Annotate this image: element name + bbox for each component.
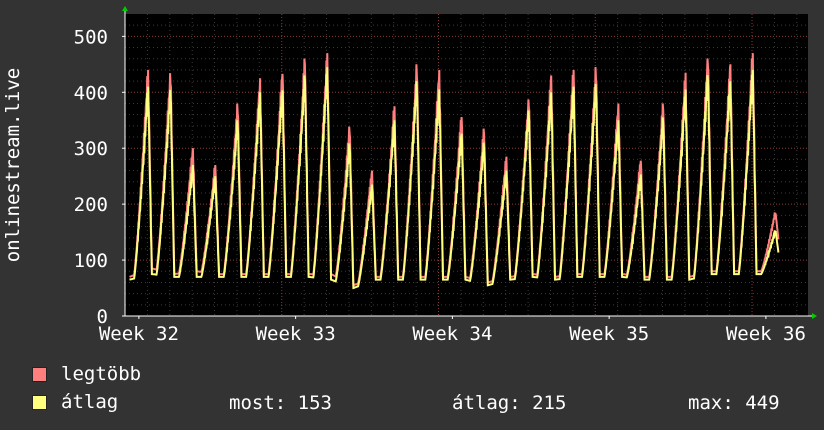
y-axis-arrow-icon (122, 6, 128, 11)
legend-label-max: legtöbb (61, 363, 142, 385)
stat-max: max: 449 (688, 392, 780, 414)
y-tick-label: 400 (74, 82, 108, 104)
x-tick-label: Week 33 (256, 323, 336, 345)
chart: 0 100 200 300 400 500 Week 32 Week 33 Week 34 Wee… (2, 6, 817, 345)
y-tick-label: 200 (74, 194, 108, 216)
plot-background (125, 14, 808, 316)
x-tick-label: Week 36 (726, 323, 806, 345)
y-tick-label: 300 (74, 138, 108, 160)
y-tick-label: 0 (97, 306, 108, 328)
legend-label-avg: átlag (61, 391, 119, 413)
grid (125, 14, 808, 316)
axes: 0 100 200 300 400 500 Week 32 Week 33 Week 34 Wee… (74, 6, 817, 345)
y-tick-label: 500 (74, 26, 108, 48)
legend-swatch-max (32, 366, 47, 382)
x-axis-arrow-icon (812, 313, 817, 319)
legend-swatch-avg (32, 394, 47, 410)
x-tick-label: Week 34 (412, 323, 492, 345)
series-group (129, 53, 780, 290)
stat-avg: átlag: 215 (452, 392, 567, 414)
y-tick-label: 100 (74, 250, 108, 272)
legend-item-avg: átlag (32, 391, 119, 413)
x-tick-label: Week 35 (569, 323, 649, 345)
stat-now: most: 153 (229, 392, 332, 414)
y-axis-label: onlinestream.live (2, 68, 24, 262)
x-tick-label: Week 32 (99, 323, 179, 345)
series-line-avg (129, 67, 780, 290)
legend-item-max: legtöbb (32, 363, 142, 385)
